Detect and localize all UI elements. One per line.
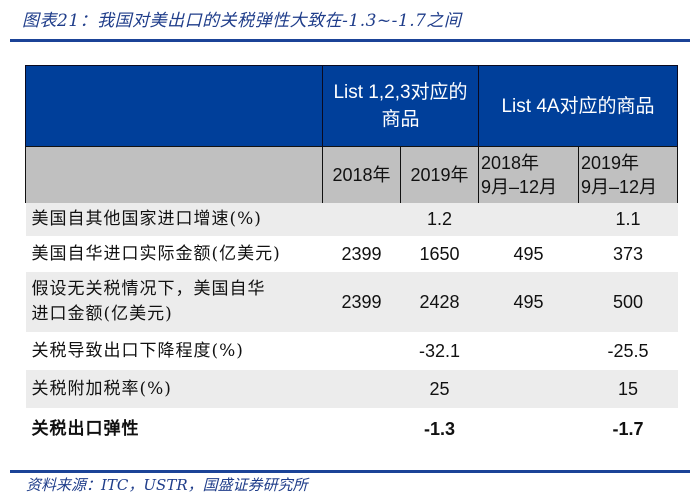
cell-value: 500 <box>578 272 678 332</box>
table-row: 关税附加税率(%) 25 15 <box>25 370 678 408</box>
cell-value: -1.3 <box>400 408 479 450</box>
group-header-list123-line1: List 1,2,3对应的 <box>333 82 468 103</box>
elasticity-table: List 1,2,3对应的 商品 List 4A对应的商品 2018年 2019… <box>25 65 679 450</box>
cell-value <box>478 332 579 370</box>
table-row: 美国自其他国家进口增速(%) 1.2 1.1 <box>25 203 678 236</box>
sub-header-empty <box>25 146 323 203</box>
sub-header-2018: 2018年 <box>322 146 401 203</box>
table-row: 关税导致出口下降程度(%) -32.1 -25.5 <box>25 332 678 370</box>
row-label: 美国自其他国家进口增速(%) <box>25 203 323 236</box>
group-header-list4a: List 4A对应的商品 <box>478 65 679 147</box>
cell-value: 495 <box>478 236 579 272</box>
cell-value: -32.1 <box>400 332 479 370</box>
cell-value <box>322 408 401 450</box>
group-header-list123: List 1,2,3对应的 商品 <box>321 65 479 147</box>
cell-value: 2399 <box>322 272 401 332</box>
table-row: 美国自华进口实际金额(亿美元) 2399 1650 495 373 <box>25 236 678 272</box>
source-note: 资料来源：ITC，USTR，国盛证券研究所 <box>26 476 308 494</box>
table-row-elasticity: 关税出口弹性 -1.3 -1.7 <box>25 408 678 450</box>
figure-title: 图表21：我国对美出口的关税弹性大致在-1.3~-1.7之间 <box>22 11 462 31</box>
group-header-row: List 1,2,3对应的 商品 List 4A对应的商品 <box>25 65 679 147</box>
cell-value: 1650 <box>400 236 479 272</box>
cell-value <box>478 408 579 450</box>
cell-value: 373 <box>578 236 678 272</box>
row-label: 关税导致出口下降程度(%) <box>25 332 323 370</box>
row-label-line1: 假设无关税情况下，美国自华 <box>31 279 266 299</box>
sub-header-2019-sep-dec-line2: 9月–12月 <box>581 177 658 197</box>
cell-value: 1.1 <box>578 203 678 236</box>
sub-header-row: 2018年 2019年 2018年 9月–12月 2019年 9月–12月 <box>25 146 679 203</box>
sub-header-2018-sep-dec-line1: 2018年 <box>481 153 540 173</box>
row-label-line2: 进口金额(亿美元) <box>31 304 173 324</box>
group-header-list123-line2: 商品 <box>381 109 420 130</box>
cell-value: -25.5 <box>578 332 678 370</box>
cell-value: 495 <box>478 272 579 332</box>
row-label: 关税出口弹性 <box>25 408 323 450</box>
sub-header-2018-sep-dec: 2018年 9月–12月 <box>478 146 579 203</box>
cell-value <box>478 370 579 408</box>
sub-header-2019-sep-dec: 2019年 9月–12月 <box>578 146 679 203</box>
bottom-divider <box>10 470 690 473</box>
sub-header-2019-sep-dec-line1: 2019年 <box>581 153 640 173</box>
cell-value <box>478 203 579 236</box>
cell-value <box>322 203 401 236</box>
cell-value <box>322 370 401 408</box>
top-divider <box>10 39 690 42</box>
sub-header-2018-sep-dec-line2: 9月–12月 <box>481 177 558 197</box>
row-label: 假设无关税情况下，美国自华 进口金额(亿美元) <box>25 272 323 332</box>
cell-value: 2428 <box>400 272 479 332</box>
cell-value: 25 <box>400 370 479 408</box>
table-row: 假设无关税情况下，美国自华 进口金额(亿美元) 2399 2428 495 50… <box>25 272 678 332</box>
sub-header-2019: 2019年 <box>399 146 479 203</box>
cell-value <box>322 332 401 370</box>
cell-value: -1.7 <box>578 408 678 450</box>
group-header-empty <box>25 65 323 147</box>
cell-value: 2399 <box>322 236 401 272</box>
cell-value: 1.2 <box>400 203 479 236</box>
row-label: 美国自华进口实际金额(亿美元) <box>25 236 323 272</box>
row-label: 关税附加税率(%) <box>25 370 323 408</box>
cell-value: 15 <box>578 370 678 408</box>
